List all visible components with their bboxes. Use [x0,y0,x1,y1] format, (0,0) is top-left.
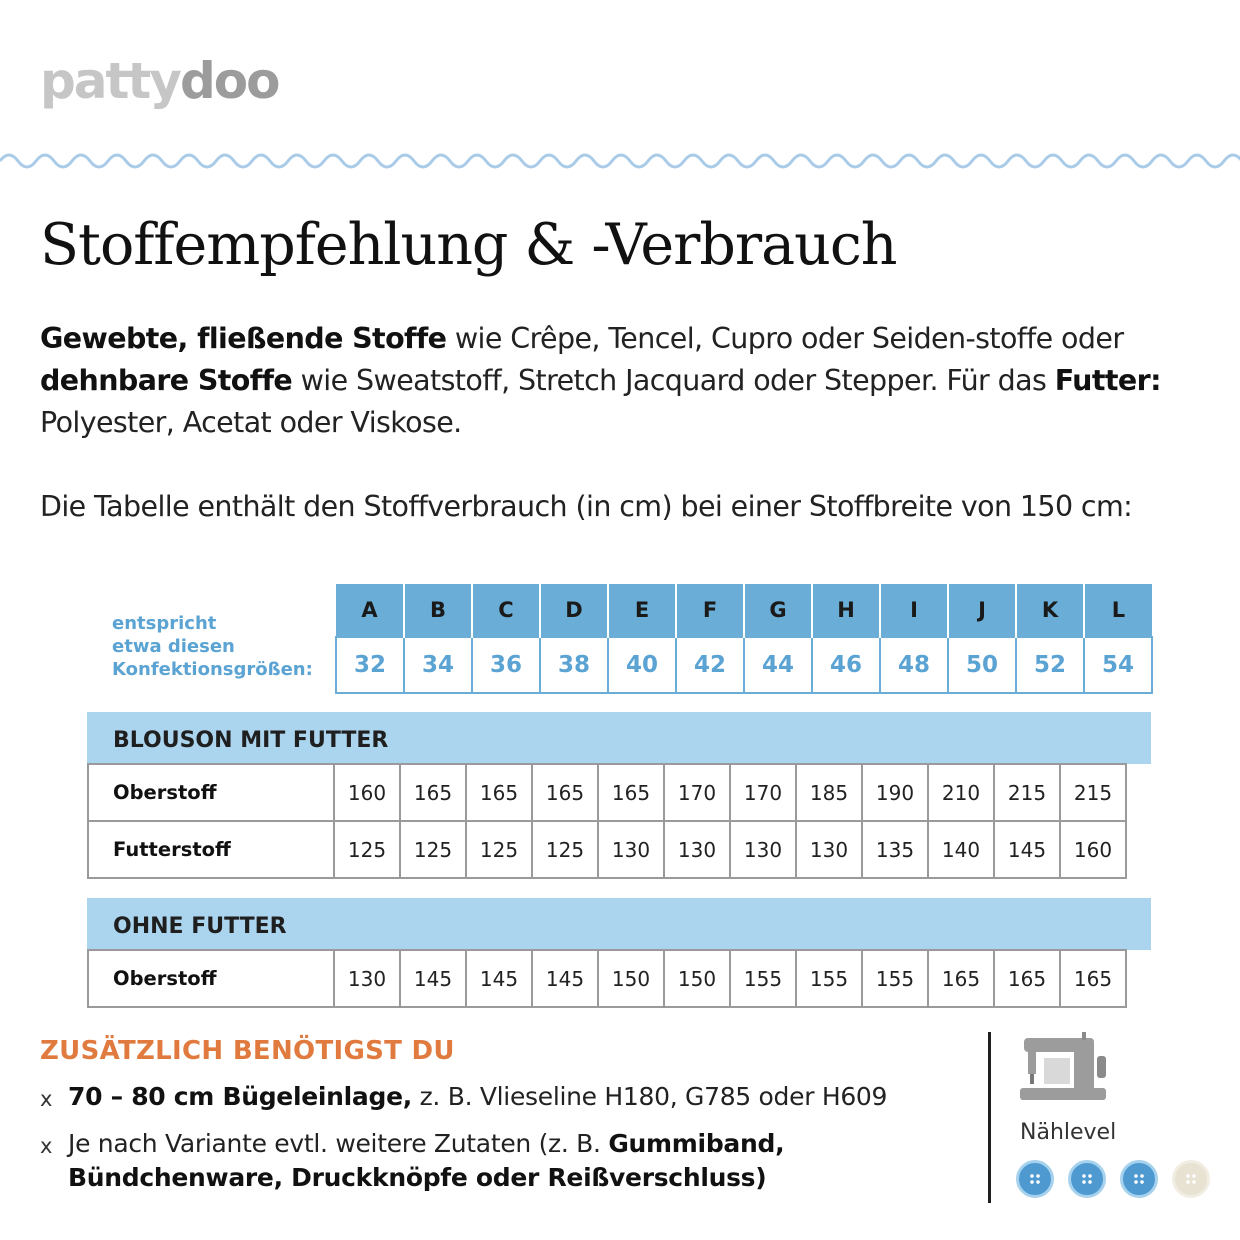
table-row: Oberstoff 130 145 145 145 150 150 155 155 155 165 1… [87,949,1127,1008]
row-label: Oberstoff [87,949,335,1008]
pattydoo-logo: pattydoo [40,52,280,110]
consumption-table-blouson-with-lining: Oberstoff 160 165 165 165 165 170 170 185 190 210 2… [87,763,1127,879]
sewing-level-rating [1016,1160,1210,1198]
table-cell: 125 [399,820,467,879]
wave-divider [0,153,1240,169]
divider-line [988,1032,991,1203]
table-info-text: Die Tabelle enthält den Stoffverbrauch (… [40,490,1133,523]
button-icon [1120,1160,1158,1198]
size-number-cell: 32 [335,636,405,694]
size-letter-cell: G [743,584,812,637]
fabric-recommendation-text: Gewebte, fließende Stoffe wie Crêpe, Ten… [40,322,1161,439]
table-cell: 135 [861,820,929,879]
extras-list: x 70 – 80 cm Bügeleinlage, z. B. Vlieseli… [40,1080,940,1208]
size-number-cell: 34 [403,636,473,694]
table-cell: 125 [531,820,599,879]
size-letter-cell: I [879,584,948,637]
size-letter-cell: K [1015,584,1084,637]
table-cell: 145 [399,949,467,1008]
table-cell: 190 [861,763,929,822]
table-cell: 155 [861,949,929,1008]
size-number-cell: 44 [743,636,813,694]
size-number-row: 32 34 36 38 40 42 44 46 48 50 52 54 [335,636,1153,694]
table-cell: 155 [729,949,797,1008]
size-letter-cell: H [811,584,880,637]
row-label: Futterstoff [87,820,335,879]
table-cell: 215 [993,763,1061,822]
size-number-cell: 42 [675,636,745,694]
table-cell: 165 [927,949,995,1008]
table-cell: 150 [663,949,731,1008]
button-icon [1016,1160,1054,1198]
section-heading-without-lining: OHNE FUTTER [87,898,1151,950]
table-cell: 165 [531,763,599,822]
table-row: Futterstoff 125 125 125 125 130 130 130 130 135 14… [87,820,1127,879]
table-cell: 130 [597,820,665,879]
table-cell: 145 [531,949,599,1008]
table-cell: 165 [597,763,665,822]
table-cell: 185 [795,763,863,822]
size-number-cell: 36 [471,636,541,694]
list-item: x 70 – 80 cm Bügeleinlage, z. B. Vlieseli… [40,1082,888,1111]
table-cell: 210 [927,763,995,822]
table-cell: 140 [927,820,995,879]
list-item: x Je nach Variante evtl. weitere Zutaten … [40,1129,785,1192]
row-label: Oberstoff [87,763,335,822]
consumption-table-without-lining: Oberstoff 130 145 145 145 150 150 155 155 155 165 1… [87,949,1127,1008]
table-cell: 155 [795,949,863,1008]
size-letter-cell: L [1083,584,1152,637]
table-cell: 130 [795,820,863,879]
table-cell: 170 [729,763,797,822]
size-letter-cell: E [607,584,676,637]
table-cell: 215 [1059,763,1127,822]
page-title: Stoffempfehlung & -Verbrauch [40,212,897,278]
size-letter-cell: D [539,584,608,637]
table-cell: 160 [1059,820,1127,879]
table-cell: 130 [729,820,797,879]
button-icon [1172,1160,1210,1198]
table-cell: 145 [993,820,1061,879]
table-cell: 150 [597,949,665,1008]
table-cell: 160 [333,763,401,822]
size-number-cell: 40 [607,636,677,694]
table-cell: 170 [663,763,731,822]
size-number-cell: 54 [1083,636,1153,694]
extras-heading: ZUSÄTZLICH BENÖTIGST DU [40,1036,455,1066]
size-number-cell: 46 [811,636,881,694]
table-cell: 130 [663,820,731,879]
table-cell: 145 [465,949,533,1008]
size-letter-cell: A [336,584,404,637]
table-cell: 130 [333,949,401,1008]
size-note: entspricht etwa diesen Konfektionsgrößen… [112,613,313,680]
table-cell: 125 [465,820,533,879]
table-cell: 165 [1059,949,1127,1008]
size-letter-cell: F [675,584,744,637]
size-number-cell: 52 [1015,636,1085,694]
table-cell: 125 [333,820,401,879]
button-icon [1068,1160,1106,1198]
table-cell: 165 [465,763,533,822]
size-number-cell: 38 [539,636,609,694]
sewing-machine-icon [1020,1032,1106,1100]
size-number-cell: 48 [879,636,949,694]
size-letter-cell: J [947,584,1016,637]
size-letter-cell: B [403,584,472,637]
table-cell: 165 [993,949,1061,1008]
size-number-cell: 50 [947,636,1017,694]
section-heading-blouson-with-lining: BLOUSON MIT FUTTER [87,712,1151,764]
table-row: Oberstoff 160 165 165 165 165 170 170 185 190 210 2… [87,763,1127,822]
size-letter-cell: C [471,584,540,637]
table-cell: 165 [399,763,467,822]
sewing-level-label: Nählevel [1020,1120,1117,1145]
